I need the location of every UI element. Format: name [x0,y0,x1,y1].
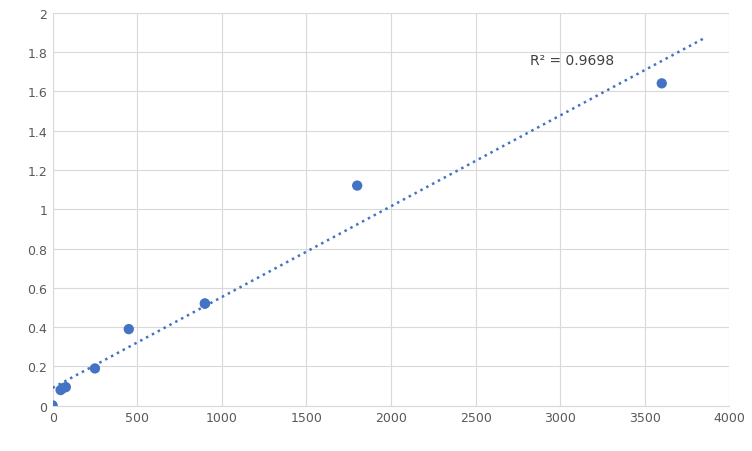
Text: R² = 0.9698: R² = 0.9698 [529,54,614,68]
Point [351,183,363,190]
Point [60,384,72,391]
Point [656,81,668,88]
Point [55,387,67,394]
Point [199,300,211,308]
Point [123,326,135,333]
Point [89,365,101,372]
Point [199,300,211,308]
Point [57,385,69,392]
Point [47,402,59,409]
